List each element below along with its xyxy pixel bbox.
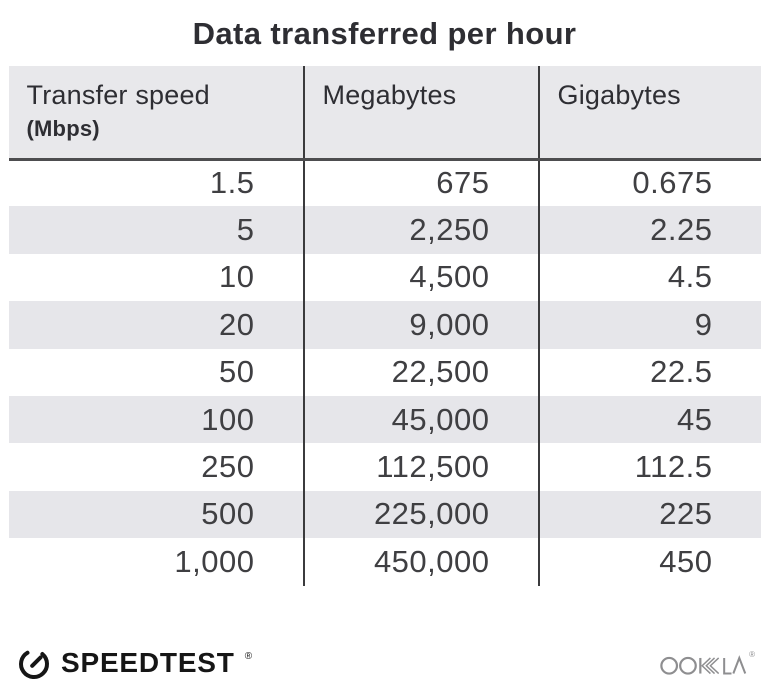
page-title: Data transferred per hour	[192, 16, 577, 51]
registered-trademark-mark: ®	[749, 650, 755, 659]
megabytes-cell: 2,250	[302, 206, 539, 254]
ookla-logo: OOKLA ®	[660, 648, 755, 678]
col-header-label: Gigabytes	[557, 80, 681, 110]
col-header-gigabytes: Gigabytes	[537, 66, 761, 161]
transfer-speed-cell: 500	[8, 490, 304, 539]
gigabytes-cell: 0.675	[537, 159, 761, 207]
speedtest-logo: SPEEDTEST ®	[16, 645, 252, 681]
gigabytes-cell: 450	[537, 538, 761, 586]
transfer-speed-cell: 250	[201, 449, 255, 485]
table-row: 20 9,000 9	[8, 301, 761, 349]
col-header-unit: (Mbps)	[26, 116, 100, 141]
gigabytes-cell: 45	[537, 395, 761, 444]
col-header-transfer-speed: Transfer speed (Mbps)	[8, 66, 304, 161]
table-body: 1.5 675 0.675 5 2,250 2.25 10 4,500 4.5 20 9,000 9 5…	[8, 159, 761, 586]
transfer-speed-cell: 1,000	[174, 543, 255, 579]
megabytes-cell: 45,000	[302, 395, 539, 444]
gigabytes-cell: 9	[537, 301, 761, 349]
header-row: Transfer speed (Mbps) Megabytes Gigabyte…	[8, 66, 761, 161]
table-row: 1.5 675 0.675	[9, 159, 761, 207]
data-table: Transfer speed (Mbps) Megabytes Gigabyte…	[8, 66, 761, 586]
ookla-wordmark-icon	[660, 655, 747, 675]
table-row: 1,000 450,000 450	[9, 538, 761, 586]
transfer-speed-cell: 1.5	[209, 165, 255, 201]
table-row: 500 225,000 225	[8, 490, 761, 539]
table-row: 10 4,500 4.5	[9, 253, 761, 302]
transfer-speed-cell: 5	[8, 206, 304, 254]
megabytes-cell: 225,000	[302, 490, 539, 539]
transfer-speed-cell: 10	[219, 259, 255, 295]
table-row: 250 112,500 112.5	[9, 443, 761, 491]
speedtest-gauge-icon	[19, 650, 49, 679]
transfer-speed-cell: 100	[8, 395, 304, 444]
megabytes-cell: 450,000	[302, 538, 539, 586]
col-header-megabytes: Megabytes	[302, 66, 539, 161]
gigabytes-cell: 225	[537, 490, 761, 539]
megabytes-cell: 22,500	[302, 348, 539, 396]
gigabytes-cell: 2.25	[537, 206, 761, 254]
speedtest-wordmark: SPEEDTEST	[61, 647, 235, 678]
megabytes-cell: 112,500	[302, 443, 539, 491]
gigabytes-cell: 22.5	[537, 348, 761, 396]
megabytes-cell: 9,000	[302, 301, 539, 349]
table-row: 5 2,250 2.25	[8, 206, 761, 254]
gigabytes-cell: 112.5	[537, 443, 761, 491]
megabytes-cell: 675	[302, 159, 539, 207]
registered-trademark-mark: ®	[244, 651, 253, 662]
table-row: 50 22,500 22.5	[9, 348, 761, 396]
col-header-label: Megabytes	[322, 80, 457, 110]
table-row: 100 45,000 45	[8, 395, 761, 444]
footer: SPEEDTEST ® OOKLA ®	[0, 638, 769, 698]
col-header-label: Transfer speed	[26, 80, 210, 110]
transfer-speed-cell: 20	[8, 301, 304, 349]
megabytes-cell: 4,500	[302, 253, 539, 302]
transfer-speed-cell: 50	[219, 354, 255, 390]
gigabytes-cell: 4.5	[537, 253, 761, 302]
